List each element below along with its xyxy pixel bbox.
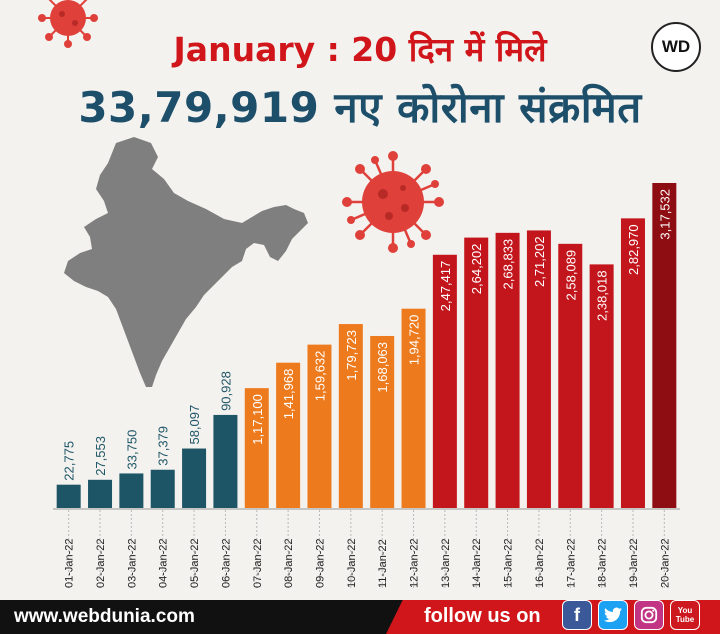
bar-18-Jan-22 [589,264,614,508]
value-label-15-Jan-22: 2,68,833 [501,239,516,290]
website-link[interactable]: www.webdunia.com [14,606,195,627]
value-label-04-Jan-22: 37,379 [156,426,171,466]
tick-label-10-Jan-22: 10-Jan-22 [346,538,358,588]
value-label-10-Jan-22: 1,79,723 [344,330,359,381]
value-label-17-Jan-22: 2,58,089 [563,250,578,301]
footer-social-panel [386,600,720,634]
bar-04-Jan-22 [150,469,175,508]
tick-label-20-Jan-22: 20-Jan-22 [659,538,671,588]
bar-01-Jan-22 [56,484,81,508]
bar-14-Jan-22 [464,237,489,508]
bar-09-Jan-22 [307,344,332,508]
title-line-1: January : 20 दिन में मिले [173,30,547,69]
facebook-icon[interactable]: f [562,600,592,630]
tick-label-19-Jan-22: 19-Jan-22 [628,538,640,588]
tick-label-01-Jan-22: 01-Jan-22 [64,538,76,588]
bar-10-Jan-22 [338,324,363,508]
tick-label-02-Jan-22: 02-Jan-22 [95,538,107,588]
value-label-19-Jan-22: 2,82,970 [626,224,641,275]
bar-20-Jan-22 [652,182,677,509]
tick-label-12-Jan-22: 12-Jan-22 [409,538,421,588]
tick-label-11-Jan-22: 11-Jan-22 [377,539,389,588]
tick-label-17-Jan-22: 17-Jan-22 [565,538,577,588]
tick-label-04-Jan-22: 04-Jan-22 [158,538,170,588]
virus-icon-center [342,151,444,253]
value-label-12-Jan-22: 1,94,720 [407,315,422,366]
bar-06-Jan-22 [213,414,238,508]
value-label-06-Jan-22: 90,928 [218,371,233,411]
tick-label-16-Jan-22: 16-Jan-22 [534,538,546,588]
value-label-08-Jan-22: 1,41,968 [281,369,296,420]
youtube-icon[interactable]: You Tube [670,600,700,630]
value-label-16-Jan-22: 2,71,202 [532,236,547,287]
value-label-18-Jan-22: 2,38,018 [595,270,610,321]
value-label-01-Jan-22: 22,775 [62,441,77,481]
instagram-icon[interactable] [634,600,664,630]
tick-label-07-Jan-22: 07-Jan-22 [252,538,264,588]
bar-02-Jan-22 [88,479,113,508]
value-label-05-Jan-22: 58,097 [187,405,202,445]
bar-08-Jan-22 [276,362,301,508]
bar-13-Jan-22 [432,254,457,508]
value-label-02-Jan-22: 27,553 [93,436,108,476]
bar-12-Jan-22 [401,308,426,508]
bar-03-Jan-22 [119,473,144,508]
twitter-icon[interactable] [598,600,628,630]
tick-label-06-Jan-22: 06-Jan-22 [220,538,232,588]
tick-label-09-Jan-22: 09-Jan-22 [314,538,326,588]
tick-label-14-Jan-22: 14-Jan-22 [471,538,483,588]
tick-label-15-Jan-22: 15-Jan-22 [503,538,515,588]
bar-17-Jan-22 [558,243,583,508]
bar-07-Jan-22 [244,388,269,508]
webdunia-logo[interactable]: WD [651,22,701,72]
bar-16-Jan-22 [526,230,551,508]
value-label-03-Jan-22: 33,750 [124,430,139,470]
value-label-14-Jan-22: 2,64,202 [469,244,484,295]
bar-15-Jan-22 [495,232,520,508]
tick-label-18-Jan-22: 18-Jan-22 [597,538,609,588]
tick-label-13-Jan-22: 13-Jan-22 [440,538,452,588]
value-label-13-Jan-22: 2,47,417 [438,261,453,312]
india-map-icon [64,137,308,387]
title-line-2: 33,79,919 नए कोरोना संक्रमित [78,83,642,132]
bar-19-Jan-22 [620,218,645,508]
value-label-09-Jan-22: 1,59,632 [312,351,327,402]
value-label-20-Jan-22: 3,17,532 [657,189,672,240]
tick-label-05-Jan-22: 05-Jan-22 [189,538,201,588]
follow-us-text: follow us on [424,605,541,627]
tick-label-08-Jan-22: 08-Jan-22 [283,538,295,588]
virus-icon-top-left [38,0,98,48]
bar-11-Jan-22 [370,335,395,508]
value-label-11-Jan-22: 1,68,063 [375,342,390,393]
bar-05-Jan-22 [182,448,207,508]
youtube-label: You Tube [675,606,695,624]
value-label-07-Jan-22: 1,17,100 [250,394,265,445]
tick-label-03-Jan-22: 03-Jan-22 [126,538,138,588]
